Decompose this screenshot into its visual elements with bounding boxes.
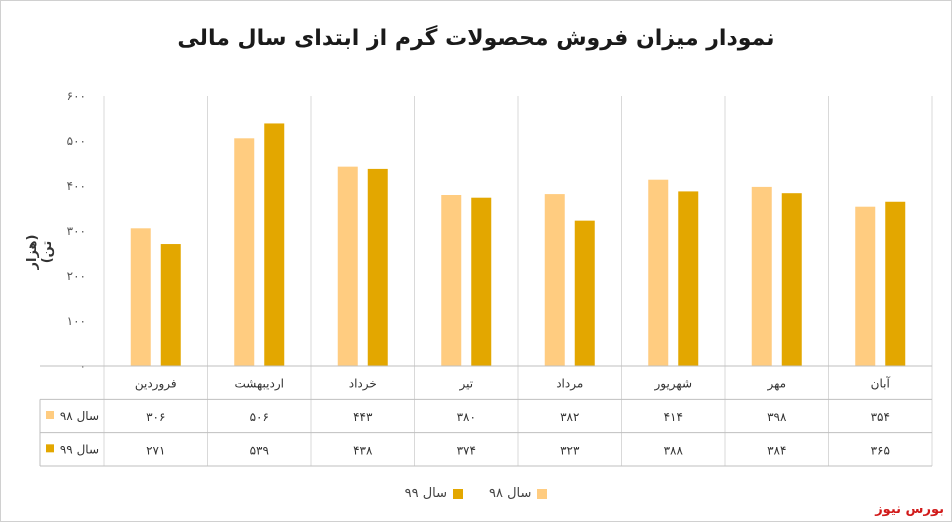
legend-item-98: سال ۹۸ <box>489 486 548 501</box>
data-label-98: ۴۱۴ <box>664 410 683 424</box>
legend-item-99: سال ۹۹ <box>405 486 463 501</box>
chart-title: نمودار میزان فروش محصولات گرم از ابتدای … <box>177 26 775 51</box>
bar-98 <box>130 228 151 366</box>
bar-98 <box>441 195 462 366</box>
bar-98 <box>648 179 669 366</box>
category-label: شهریور <box>653 377 692 392</box>
category-label: فروردین <box>135 377 177 392</box>
data-label-99: ۳۲۳ <box>560 443 580 457</box>
category-label: مرداد <box>556 377 583 392</box>
category-label: مهر <box>766 377 786 392</box>
data-label-99: ۳۶۵ <box>871 443 890 457</box>
table-swatch-99 <box>46 444 54 453</box>
data-label-99: ۲۷۱ <box>146 443 165 457</box>
watermark-logo: بورس نیوز <box>875 502 944 517</box>
bar-98 <box>234 138 255 366</box>
data-label-98: ۴۴۳ <box>353 410 373 424</box>
data-label-98: ۳۰۶ <box>146 410 165 424</box>
bar-98 <box>337 166 358 366</box>
data-label-98: ۵۰۶ <box>250 410 269 424</box>
bar-99 <box>885 201 906 366</box>
bar-98 <box>544 194 565 366</box>
series-row-label: سال ۹۹ <box>60 442 99 456</box>
data-label-99: ۳۸۸ <box>664 443 684 457</box>
legend-swatch-99 <box>453 488 463 499</box>
data-label-98: ۳۸۰ <box>457 410 476 424</box>
category-label: اردیبهشت <box>235 377 284 392</box>
legend-label-99: سال ۹۹ <box>404 486 447 501</box>
y-tick-label: ۶۰۰ <box>67 89 86 103</box>
data-label-98: ۳۸۲ <box>560 410 579 424</box>
legend-swatch-98 <box>537 488 548 499</box>
legend-label-98: سال ۹۸ <box>489 486 532 501</box>
bar-99 <box>264 123 285 366</box>
y-tick-label: ۱۰۰ <box>67 314 86 328</box>
category-label: خرداد <box>349 377 377 392</box>
category-label: تیر <box>458 377 473 392</box>
data-label-98: ۳۵۴ <box>871 410 890 424</box>
category-label: آبان <box>871 376 891 391</box>
data-label-98: ۳۹۸ <box>767 410 787 424</box>
bar-99 <box>367 168 388 366</box>
table-swatch-98 <box>46 411 54 419</box>
bar-99 <box>678 191 699 366</box>
y-tick-label: ۴۰۰ <box>67 179 86 193</box>
legend: سال ۹۸ سال ۹۹ <box>0 486 952 501</box>
bar-98 <box>855 206 876 366</box>
data-label-99: ۳۷۴ <box>457 443 476 457</box>
y-tick-label: ۵۰۰ <box>67 134 86 148</box>
series-row-label: سال ۹۸ <box>60 409 99 423</box>
data-label-99: ۳۸۴ <box>767 443 786 457</box>
bar-98 <box>751 186 772 366</box>
bar-99 <box>781 193 802 366</box>
y-tick-label: ۳۰۰ <box>67 224 86 238</box>
y-tick-label: ۲۰۰ <box>67 269 86 283</box>
data-label-99: ۴۳۸ <box>353 443 373 457</box>
bar-99 <box>471 197 492 366</box>
data-label-99: ۵۳۹ <box>250 443 269 457</box>
bar-99 <box>574 220 595 366</box>
bar-99 <box>160 244 181 366</box>
